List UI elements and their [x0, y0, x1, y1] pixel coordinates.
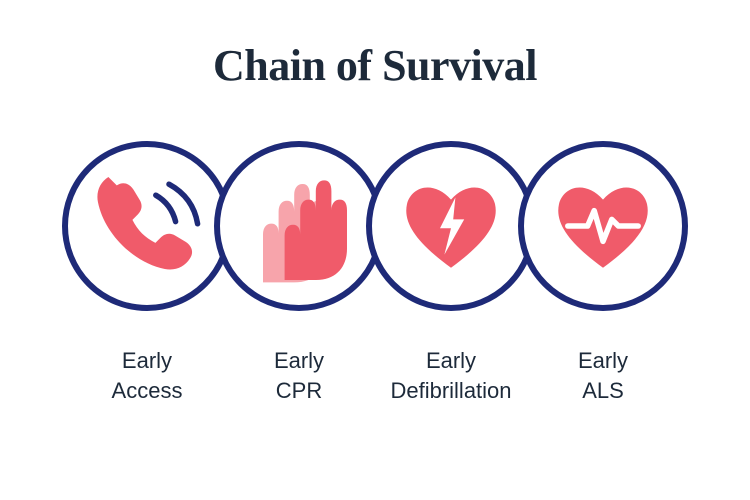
link-als: Early ALS — [518, 141, 688, 405]
link-access: Early Access — [62, 141, 232, 405]
chain-row: Early Access Early CPR Early Defibrillat… — [62, 141, 688, 405]
link-cpr: Early CPR — [214, 141, 384, 405]
ring-access — [62, 141, 232, 311]
heart-ecg-icon — [548, 171, 658, 281]
hands-icon — [239, 166, 359, 286]
page-title: Chain of Survival — [213, 40, 537, 91]
label-als: Early ALS — [578, 346, 628, 405]
label-access: Early Access — [112, 346, 183, 405]
ring-cpr — [214, 141, 384, 311]
heart-bolt-icon — [396, 171, 506, 281]
phone-icon — [92, 171, 202, 281]
link-defib: Early Defibrillation — [366, 141, 536, 405]
label-cpr: Early CPR — [274, 346, 324, 405]
ring-defib — [366, 141, 536, 311]
label-defib: Early Defibrillation — [390, 346, 511, 405]
ring-als — [518, 141, 688, 311]
